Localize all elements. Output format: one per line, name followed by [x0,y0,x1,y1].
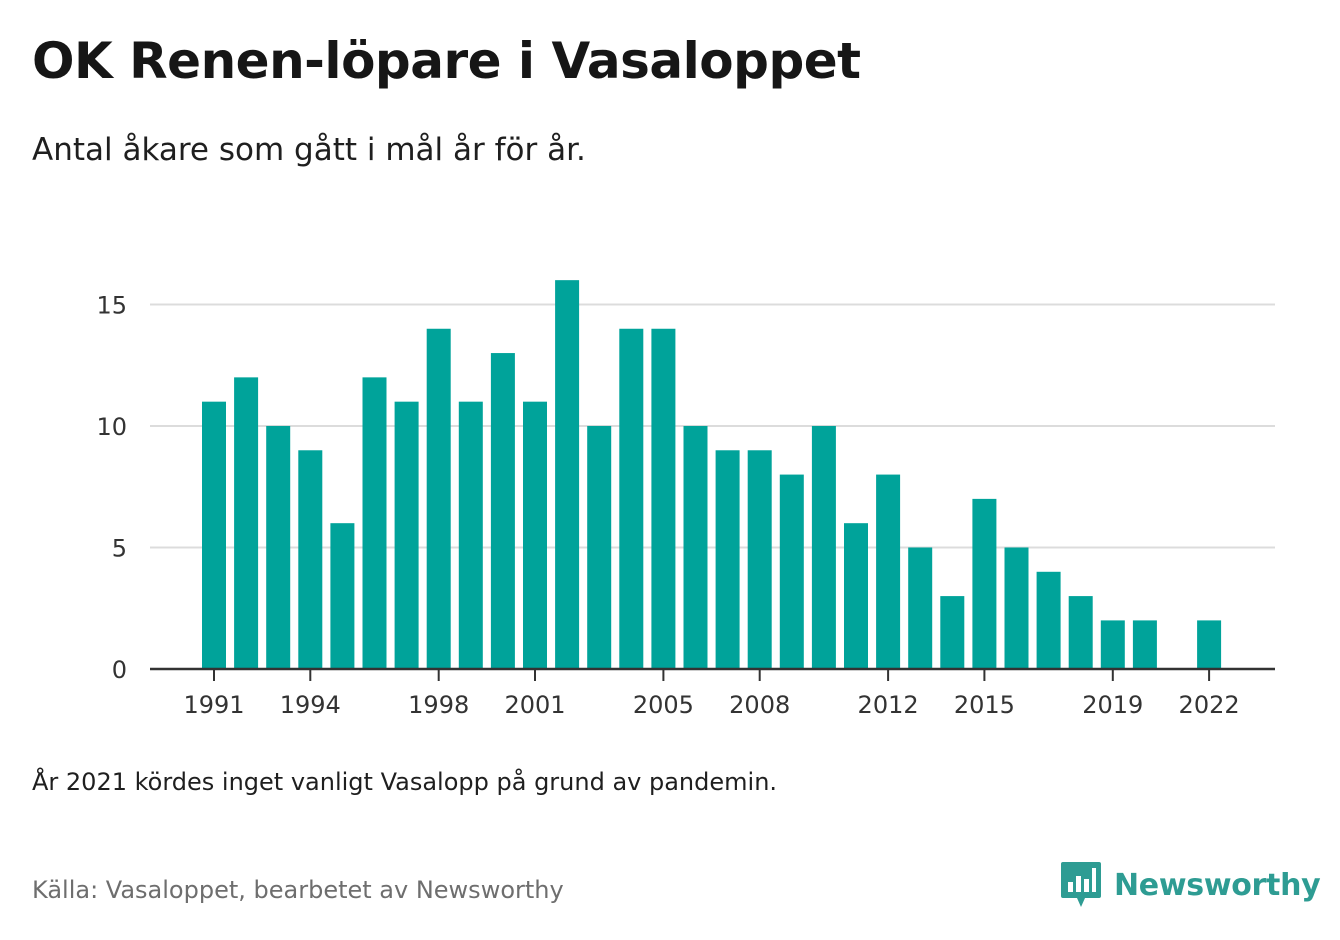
footnote: År 2021 kördes inget vanligt Vasalopp på… [32,768,778,796]
bar-chart: 0 5 10 15 1991 1994 1998 2001 2005 2008 2012 2015 2… [96,280,1275,719]
x-tick-label-2001: 2001 [504,691,565,719]
x-tick-label-2012: 2012 [858,691,919,719]
bar-2000 [490,353,515,669]
bar-2009 [779,474,804,669]
bar-2012 [876,474,901,669]
bar-1996 [362,377,387,669]
brand-name: Newsworthy [1114,867,1321,903]
x-tick-label-1991: 1991 [183,691,244,719]
bar-2017 [1036,571,1061,669]
bar-2011 [844,523,868,669]
bars [202,280,1222,669]
chart-subtitle: Antal åkare som gått i mål år för år. [32,132,586,168]
bar-2014 [940,596,965,669]
bar-2004 [619,328,644,669]
y-tick-label-10: 10 [96,413,127,441]
bar-2015 [972,498,997,669]
x-tick-label-2022: 2022 [1179,691,1240,719]
bar-1998 [426,328,451,669]
bar-1994 [298,450,323,669]
bar-1997 [394,401,419,669]
y-tick-label-5: 5 [112,534,127,562]
y-axis-ticks: 0 5 10 15 [96,291,127,684]
bar-2006 [683,425,708,669]
newsworthy-logo-icon [1061,862,1101,907]
bar-2019 [1100,620,1125,669]
x-tick-label-1994: 1994 [280,691,341,719]
chart-title: OK Renen-löpare i Vasaloppet [32,32,861,90]
x-tick-label-2019: 2019 [1082,691,1143,719]
bar-1992 [234,377,259,669]
y-tick-label-0: 0 [112,656,127,684]
bar-2007 [715,450,740,669]
bar-2001 [523,401,547,669]
bar-1991 [202,401,226,669]
bar-2013 [908,547,933,669]
x-tick-label-1998: 1998 [408,691,469,719]
x-tick-label-2005: 2005 [633,691,694,719]
bar-2003 [587,425,612,669]
newsworthy-brand: Newsworthy [1060,860,1321,910]
bar-2010 [811,425,836,669]
bar-1995 [330,523,355,669]
bar-2018 [1068,596,1093,669]
bar-2020 [1132,620,1157,669]
bar-2008 [747,450,772,669]
x-tick-label-2015: 2015 [954,691,1015,719]
bar-2016 [1004,547,1029,669]
bar-1999 [458,401,483,669]
bar-2005 [651,328,676,669]
x-axis-ticks: 1991 1994 1998 2001 2005 2008 2012 2015 2019 2022 [183,669,1240,719]
y-tick-label-15: 15 [96,291,127,319]
source-credit: Källa: Vasaloppet, bearbetet av Newswort… [32,876,564,904]
x-tick-label-2008: 2008 [729,691,790,719]
bar-2022 [1197,620,1222,669]
bar-2002 [555,280,580,669]
bar-1993 [266,425,291,669]
